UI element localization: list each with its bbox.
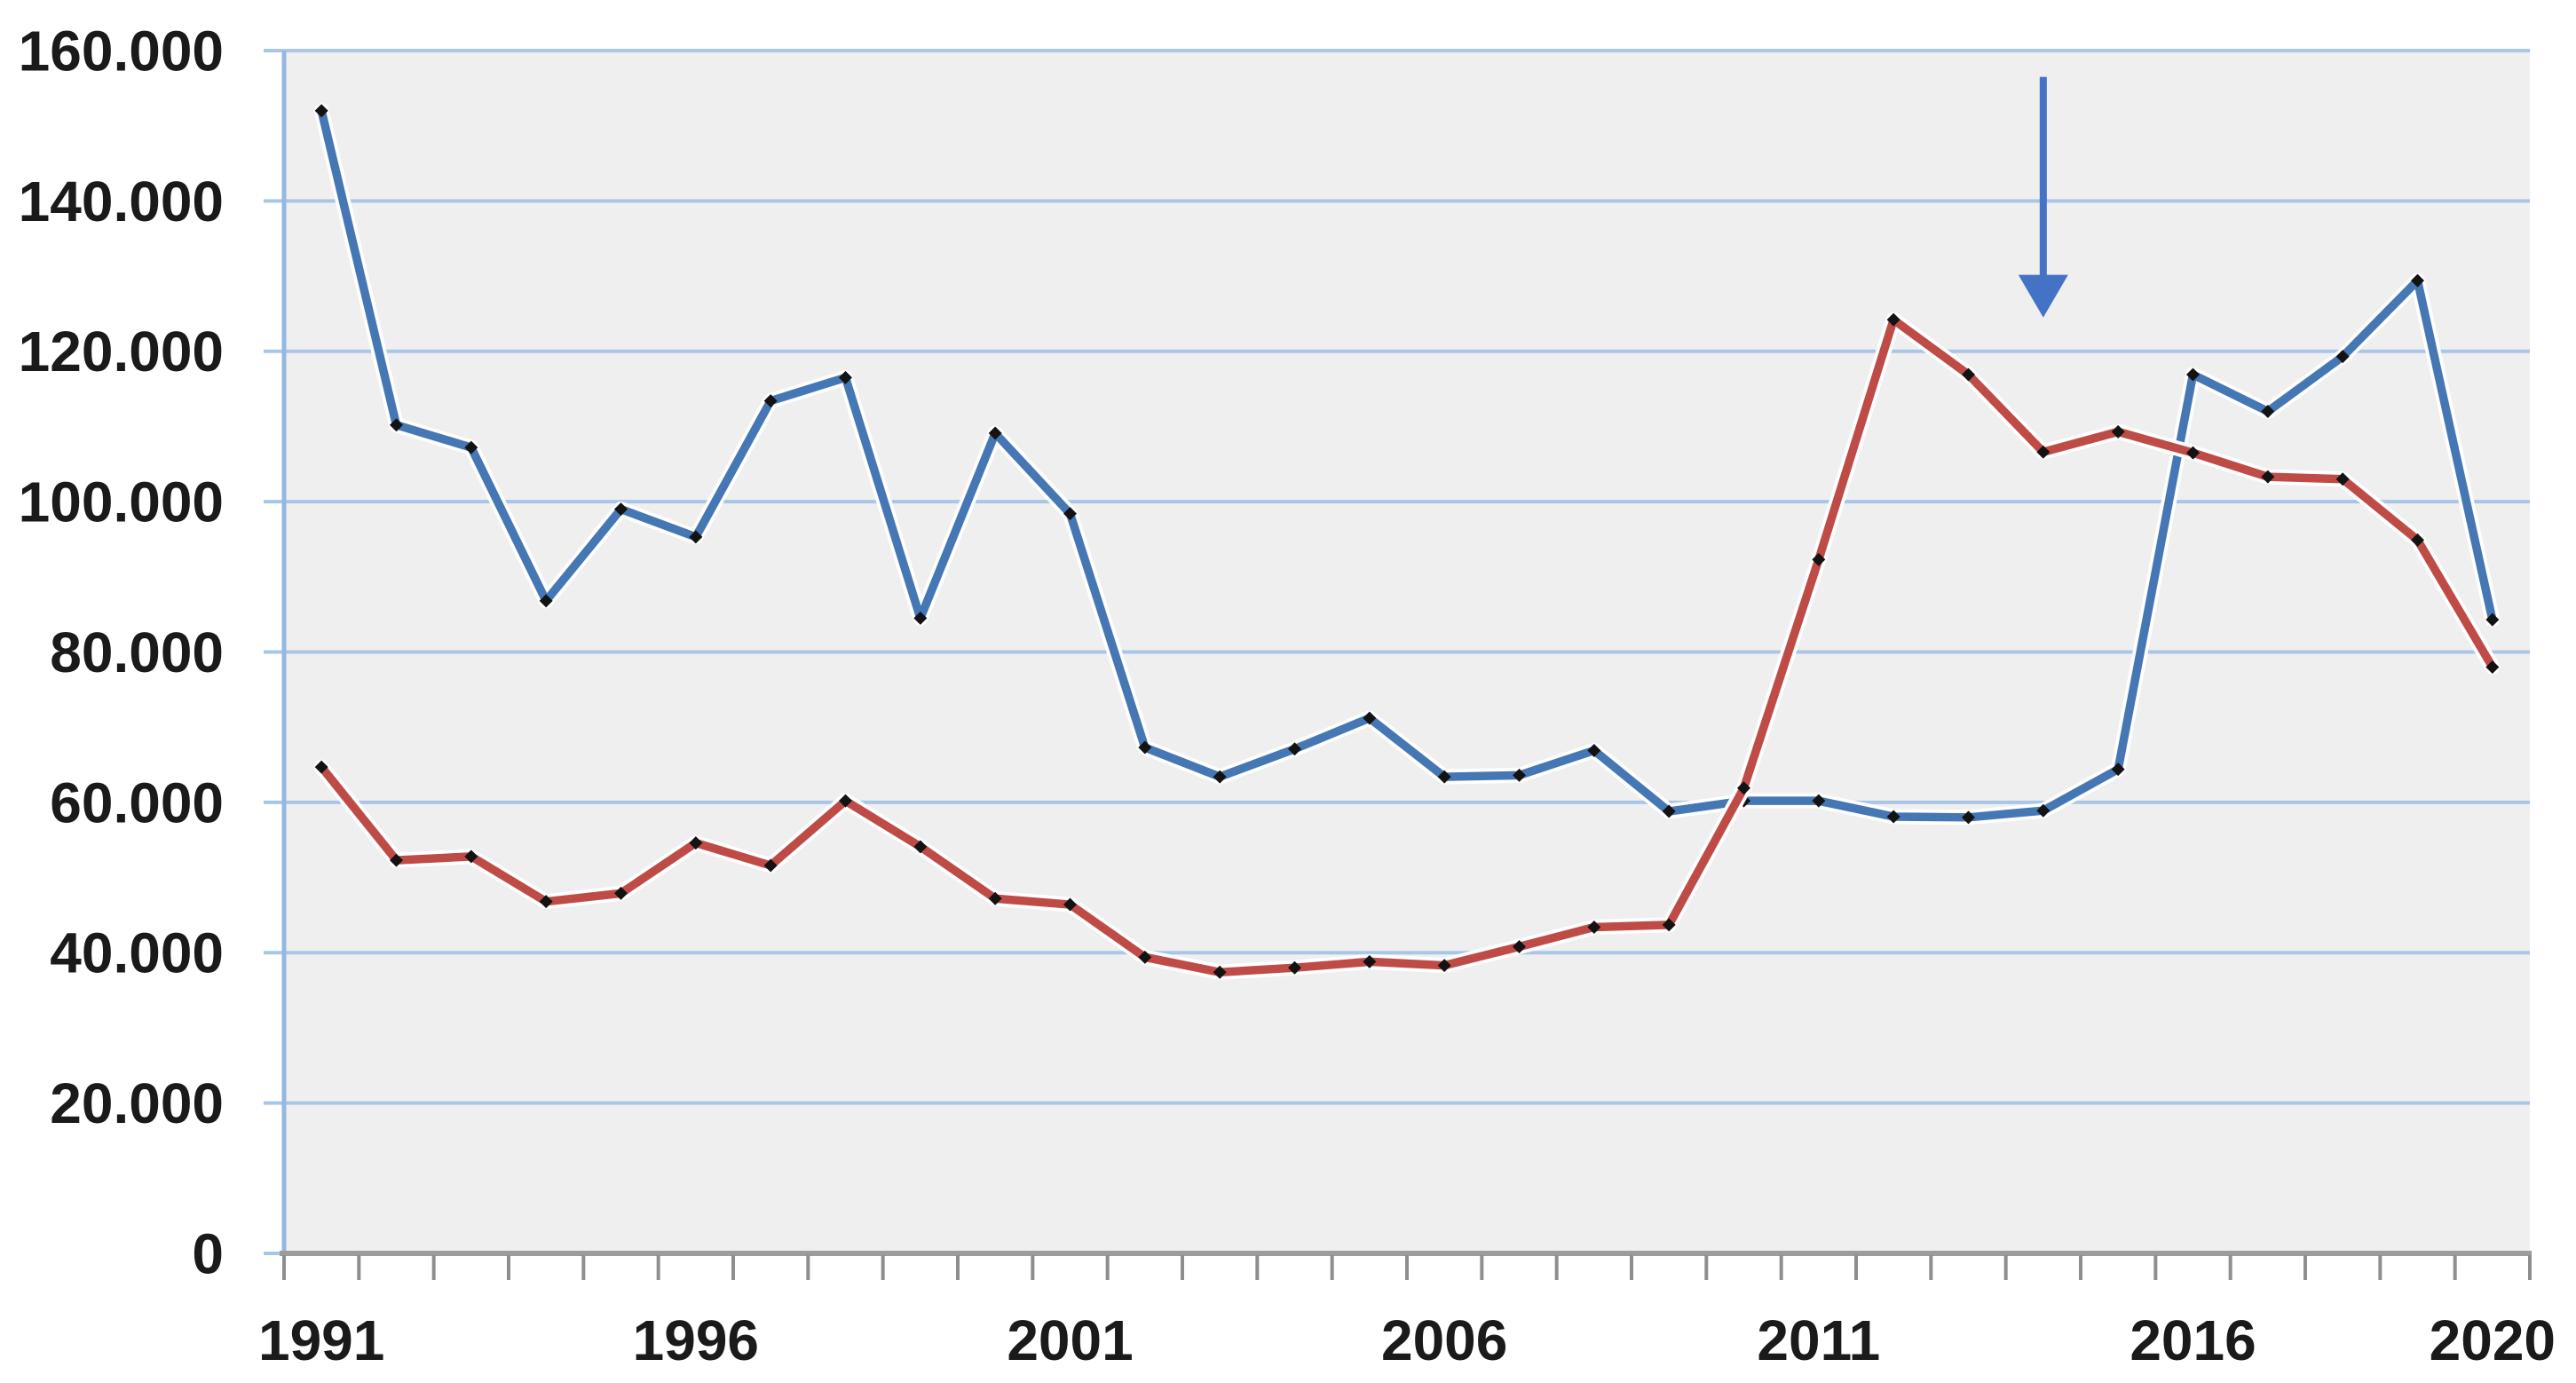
blue-series-marker bbox=[1662, 804, 1676, 818]
red-series-marker bbox=[1737, 781, 1750, 795]
blue-series-marker bbox=[2335, 350, 2350, 364]
red-series-marker bbox=[1213, 965, 1227, 979]
blue-series-marker bbox=[1962, 810, 1975, 825]
red-series-marker bbox=[1288, 960, 1301, 975]
y-tick-label: 40.000 bbox=[50, 921, 224, 985]
red-series-marker bbox=[2036, 445, 2051, 459]
red-series-marker bbox=[763, 858, 778, 873]
blue-series-marker bbox=[689, 530, 703, 544]
blue-series-marker bbox=[390, 418, 403, 432]
x-tick-label: 1991 bbox=[258, 1308, 384, 1372]
blue-series-marker bbox=[1363, 711, 1377, 725]
x-tick-label: 2016 bbox=[2130, 1308, 2256, 1372]
blue-series-marker bbox=[988, 426, 1002, 440]
blue-series-marker bbox=[2186, 367, 2200, 382]
blue-series-marker bbox=[464, 440, 478, 454]
blue-series-marker bbox=[2261, 405, 2275, 418]
x-tick-label: 2001 bbox=[1007, 1308, 1133, 1372]
x-tick-label: 2020 bbox=[2430, 1308, 2556, 1372]
blue-series-marker bbox=[913, 611, 928, 625]
blue-series-marker bbox=[1288, 742, 1301, 756]
blue-series-marker bbox=[1063, 507, 1077, 521]
red-series-marker bbox=[2485, 660, 2500, 674]
y-tick-label: 120.000 bbox=[19, 320, 224, 383]
red-series-marker bbox=[1437, 959, 1451, 973]
red-series-marker bbox=[1063, 897, 1077, 912]
red-series-marker bbox=[2261, 470, 2275, 484]
blue-series-marker bbox=[614, 502, 628, 517]
red-series-marker bbox=[2335, 472, 2350, 486]
y-tick-label: 60.000 bbox=[50, 771, 224, 834]
blue-series-marker bbox=[1213, 770, 1227, 784]
blue-series-marker bbox=[2036, 803, 2051, 818]
red-series-marker bbox=[1662, 918, 1676, 932]
blue-series-marker bbox=[2411, 273, 2424, 288]
blue-series-marker bbox=[1437, 770, 1451, 784]
red-series-marker bbox=[539, 895, 553, 909]
blue-series-marker bbox=[1886, 810, 1900, 824]
red-series-marker bbox=[988, 891, 1002, 905]
red-series-marker bbox=[1962, 367, 1975, 382]
red-series-marker bbox=[390, 853, 403, 867]
blue-series-marker bbox=[2111, 763, 2125, 777]
blue-series-marker bbox=[1812, 794, 1826, 808]
x-tick-label: 2011 bbox=[1757, 1308, 1880, 1372]
y-tick-label: 20.000 bbox=[50, 1071, 224, 1135]
blue-series-marker bbox=[1587, 743, 1601, 757]
red-series-marker bbox=[1513, 939, 1526, 953]
blue-series-marker bbox=[539, 594, 553, 608]
x-tick-label: 2006 bbox=[1381, 1308, 1507, 1372]
blue-series-marker bbox=[314, 104, 328, 118]
red-series-marker bbox=[1138, 950, 1152, 964]
red-series-marker bbox=[1587, 920, 1601, 934]
red-series-marker bbox=[2411, 533, 2424, 547]
annotation-arrow-head bbox=[2018, 274, 2068, 318]
red-series-marker bbox=[2186, 446, 2200, 460]
red-series-marker bbox=[1812, 552, 1826, 566]
blue-series-line bbox=[317, 107, 2497, 822]
red-series-marker bbox=[839, 794, 852, 808]
y-tick-label: 80.000 bbox=[50, 620, 224, 684]
blue-series-marker bbox=[1513, 768, 1526, 782]
red-series-marker bbox=[314, 760, 328, 774]
red-series-marker bbox=[1886, 312, 1900, 327]
red-series-line bbox=[317, 315, 2497, 977]
y-tick-label: 140.000 bbox=[19, 170, 224, 233]
blue-series-marker bbox=[1138, 740, 1152, 755]
blue-series-marker bbox=[763, 394, 778, 408]
x-tick-label: 1996 bbox=[633, 1308, 759, 1372]
y-tick-label: 160.000 bbox=[19, 19, 224, 83]
red-series-marker bbox=[2111, 424, 2125, 439]
red-series-marker bbox=[689, 836, 703, 850]
y-tick-label: 100.000 bbox=[19, 470, 224, 534]
red-series-marker bbox=[614, 886, 628, 900]
y-tick-label: 0 bbox=[192, 1221, 224, 1285]
red-series-marker bbox=[464, 850, 478, 864]
red-series-marker bbox=[913, 840, 928, 854]
blue-series-marker bbox=[839, 370, 852, 384]
blue-series-marker bbox=[2485, 612, 2500, 627]
red-series-marker bbox=[1363, 954, 1377, 968]
